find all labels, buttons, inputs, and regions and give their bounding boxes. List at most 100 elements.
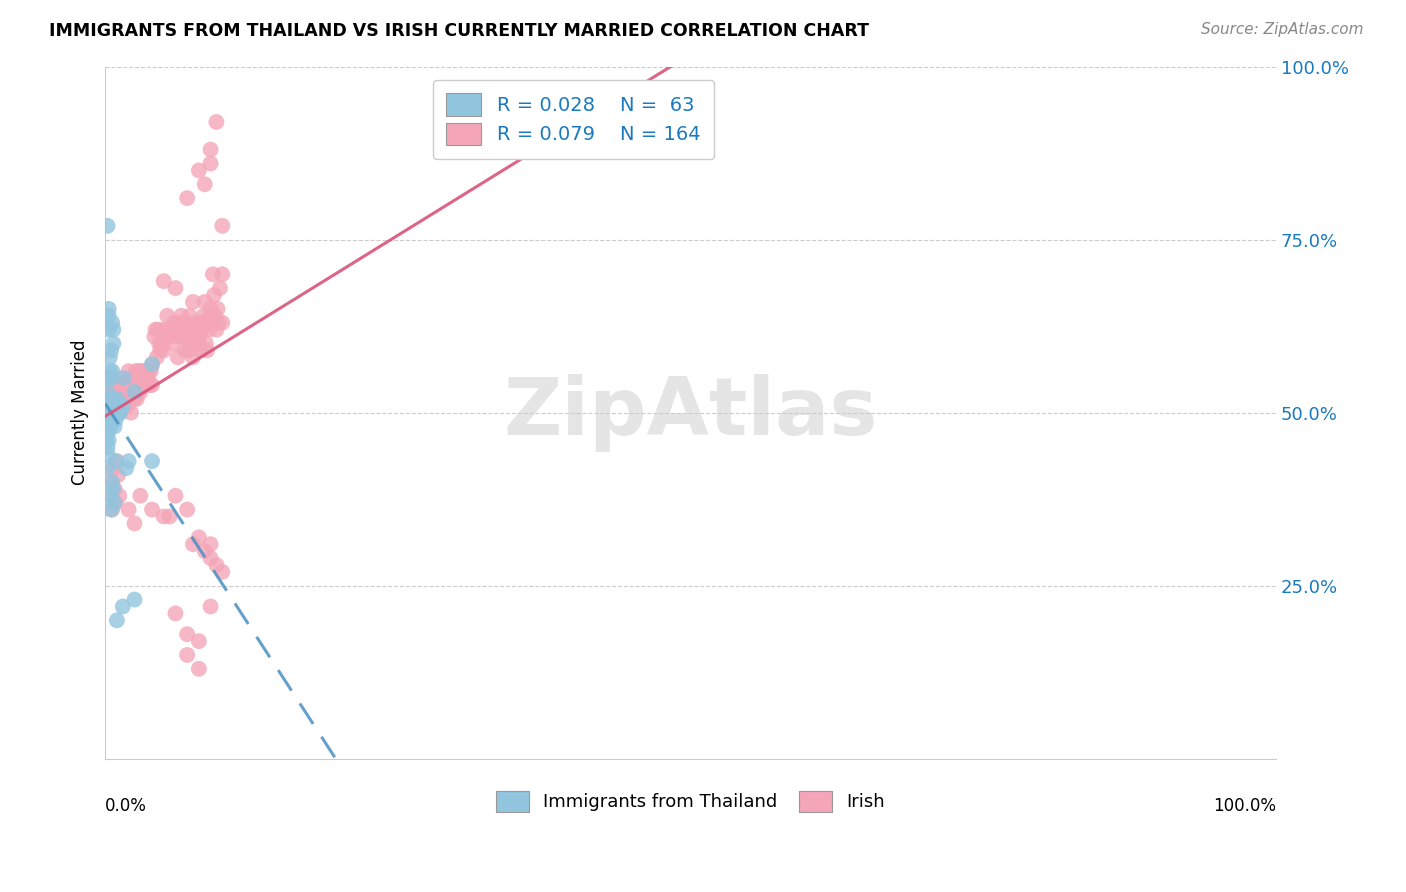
Point (104, 384, 127, 399)
Point (207, 301, 229, 316)
Point (152, 323, 174, 337)
Point (166, 351, 188, 365)
Point (173, 329, 195, 343)
Point (184, 329, 207, 343)
Point (166, 323, 188, 337)
Point (120, 406, 142, 420)
Point (181, 537, 204, 551)
Point (98, 384, 121, 399)
Point (127, 364, 149, 378)
Point (103, 406, 125, 420)
Point (193, 309, 215, 323)
Point (110, 384, 132, 399)
Point (117, 502, 139, 516)
Point (98, 399, 121, 413)
Point (115, 461, 138, 475)
Point (194, 295, 217, 310)
Point (100, 419, 122, 434)
Point (103, 412, 125, 426)
Point (103, 384, 125, 399)
Point (155, 329, 177, 343)
Point (100, 399, 122, 413)
Point (205, 558, 228, 572)
Point (103, 461, 125, 475)
Point (104, 399, 127, 413)
Point (111, 599, 134, 614)
Point (117, 364, 139, 378)
Point (187, 662, 209, 676)
Point (128, 371, 150, 385)
Point (103, 419, 125, 434)
Point (103, 323, 125, 337)
Point (152, 343, 174, 358)
Point (200, 143, 222, 157)
Point (105, 406, 128, 420)
Point (98, 489, 121, 503)
Point (200, 156, 222, 170)
Point (194, 544, 217, 558)
Point (101, 392, 124, 406)
Point (139, 364, 162, 378)
Point (104, 412, 127, 426)
Point (127, 384, 149, 399)
Point (97, 419, 120, 434)
Point (194, 336, 217, 351)
Point (136, 371, 159, 385)
Point (108, 384, 131, 399)
Point (100, 502, 122, 516)
Point (111, 384, 134, 399)
Point (97, 371, 120, 385)
Point (112, 371, 135, 385)
Point (141, 502, 163, 516)
Point (146, 323, 169, 337)
Point (108, 489, 131, 503)
Point (169, 329, 191, 343)
Point (98, 412, 121, 426)
Point (97, 384, 120, 399)
Point (124, 592, 146, 607)
Point (98, 475, 121, 489)
Point (165, 607, 187, 621)
Point (141, 378, 163, 392)
Point (103, 336, 125, 351)
Point (180, 336, 202, 351)
Point (165, 489, 187, 503)
Point (187, 329, 209, 343)
Point (211, 565, 233, 579)
Point (101, 364, 124, 378)
Point (176, 191, 198, 205)
Point (101, 384, 124, 399)
Point (187, 634, 209, 648)
Point (145, 323, 167, 337)
Point (101, 412, 124, 426)
Point (114, 399, 136, 413)
Point (194, 178, 217, 192)
Point (202, 288, 225, 302)
Point (104, 392, 127, 406)
Point (187, 163, 209, 178)
Point (159, 329, 181, 343)
Point (165, 323, 187, 337)
Point (100, 378, 122, 392)
Point (132, 364, 155, 378)
Point (160, 323, 183, 337)
Point (110, 406, 132, 420)
Point (96, 461, 118, 475)
Point (124, 392, 146, 406)
Point (176, 627, 198, 641)
Point (208, 316, 231, 330)
Point (134, 371, 156, 385)
Point (187, 530, 209, 544)
Point (100, 392, 122, 406)
Point (143, 329, 166, 343)
Point (111, 378, 134, 392)
Point (108, 406, 131, 420)
Text: ZipAtlas: ZipAtlas (503, 374, 877, 451)
Point (129, 489, 152, 503)
Point (121, 378, 143, 392)
Point (129, 384, 152, 399)
Point (97, 371, 120, 385)
Point (101, 371, 124, 385)
Point (211, 267, 233, 281)
Point (124, 378, 146, 392)
